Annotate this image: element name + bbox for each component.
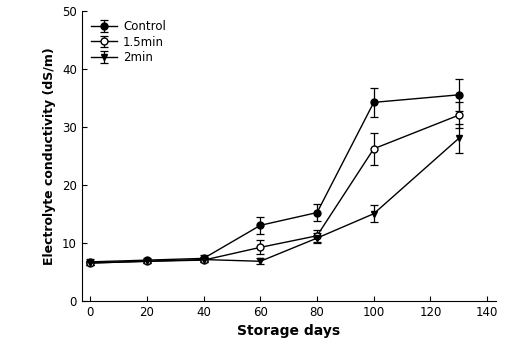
Y-axis label: Electrolyte conductivity (dS/m): Electrolyte conductivity (dS/m) (43, 47, 57, 265)
X-axis label: Storage days: Storage days (237, 324, 340, 338)
Legend: Control, 1.5min, 2min: Control, 1.5min, 2min (88, 16, 170, 67)
